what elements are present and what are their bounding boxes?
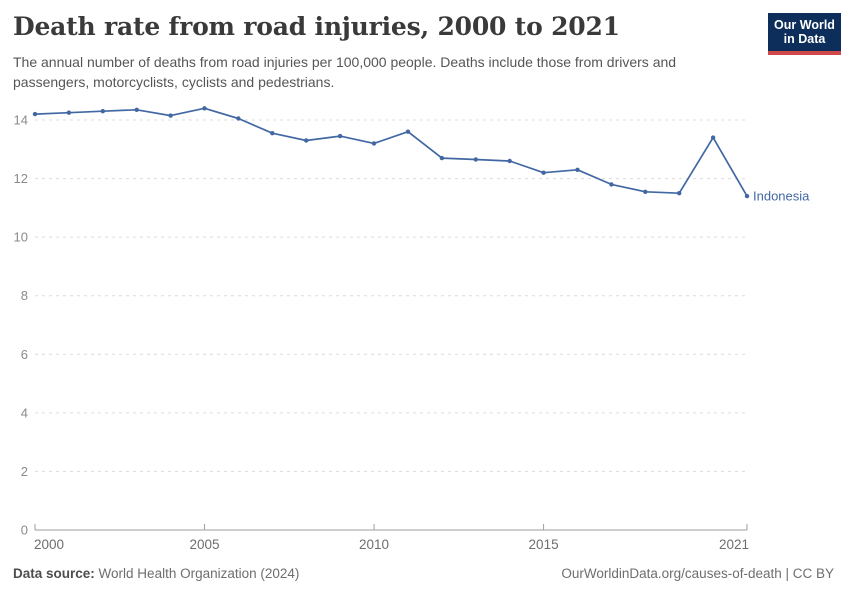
data-source-value: World Health Organization (2024) <box>98 566 300 581</box>
x-tick-label: 2010 <box>359 537 389 552</box>
y-tick-label: 4 <box>21 405 28 420</box>
data-source: Data source: World Health Organization (… <box>13 566 299 581</box>
chart-subtitle: The annual number of deaths from road in… <box>13 54 677 91</box>
data-point <box>236 116 241 121</box>
owid-logo-line2: in Data <box>783 32 826 47</box>
data-point <box>405 129 411 134</box>
data-point <box>371 141 377 146</box>
data-point <box>473 157 478 162</box>
data-point <box>100 109 106 114</box>
series-label-indonesia: Indonesia <box>753 189 810 204</box>
data-point <box>643 189 648 194</box>
credit-link[interactable]: OurWorldinData.org/causes-of-death | CC … <box>561 566 834 581</box>
data-point <box>202 106 207 111</box>
data-point <box>575 167 580 172</box>
page-title: Death rate from road injuries, 2000 to 2… <box>13 12 620 41</box>
data-point <box>541 170 546 175</box>
data-point <box>677 191 682 196</box>
chart-footer: Data source: World Health Organization (… <box>0 566 850 581</box>
x-tick-label: 2015 <box>529 537 559 552</box>
data-point <box>439 155 445 161</box>
y-tick-label: 8 <box>21 288 28 303</box>
data-point <box>168 113 173 118</box>
data-point <box>507 158 512 164</box>
y-tick-label: 2 <box>21 464 28 479</box>
indonesia-line <box>34 107 748 197</box>
data-source-label: Data source: <box>13 566 95 581</box>
y-tick-label: 6 <box>21 347 28 362</box>
y-tick-label: 12 <box>14 171 28 186</box>
data-point <box>134 107 139 113</box>
owid-logo-line1: Our World <box>774 18 835 32</box>
y-tick-label: 10 <box>14 230 28 245</box>
data-point <box>304 138 309 143</box>
data-point <box>609 182 614 187</box>
data-point <box>32 111 38 117</box>
data-point <box>710 135 716 140</box>
data-point <box>744 193 750 199</box>
y-tick-label: 14 <box>14 113 28 128</box>
x-tick-label: 2005 <box>190 537 220 552</box>
data-point <box>66 110 72 115</box>
y-tick-label: 0 <box>21 523 28 538</box>
x-tick-label: 2000 <box>34 537 64 552</box>
data-point <box>337 133 343 139</box>
data-point <box>270 131 275 136</box>
x-tick-label: 2021 <box>719 537 749 552</box>
owid-logo[interactable]: Our World in Data <box>768 13 841 55</box>
